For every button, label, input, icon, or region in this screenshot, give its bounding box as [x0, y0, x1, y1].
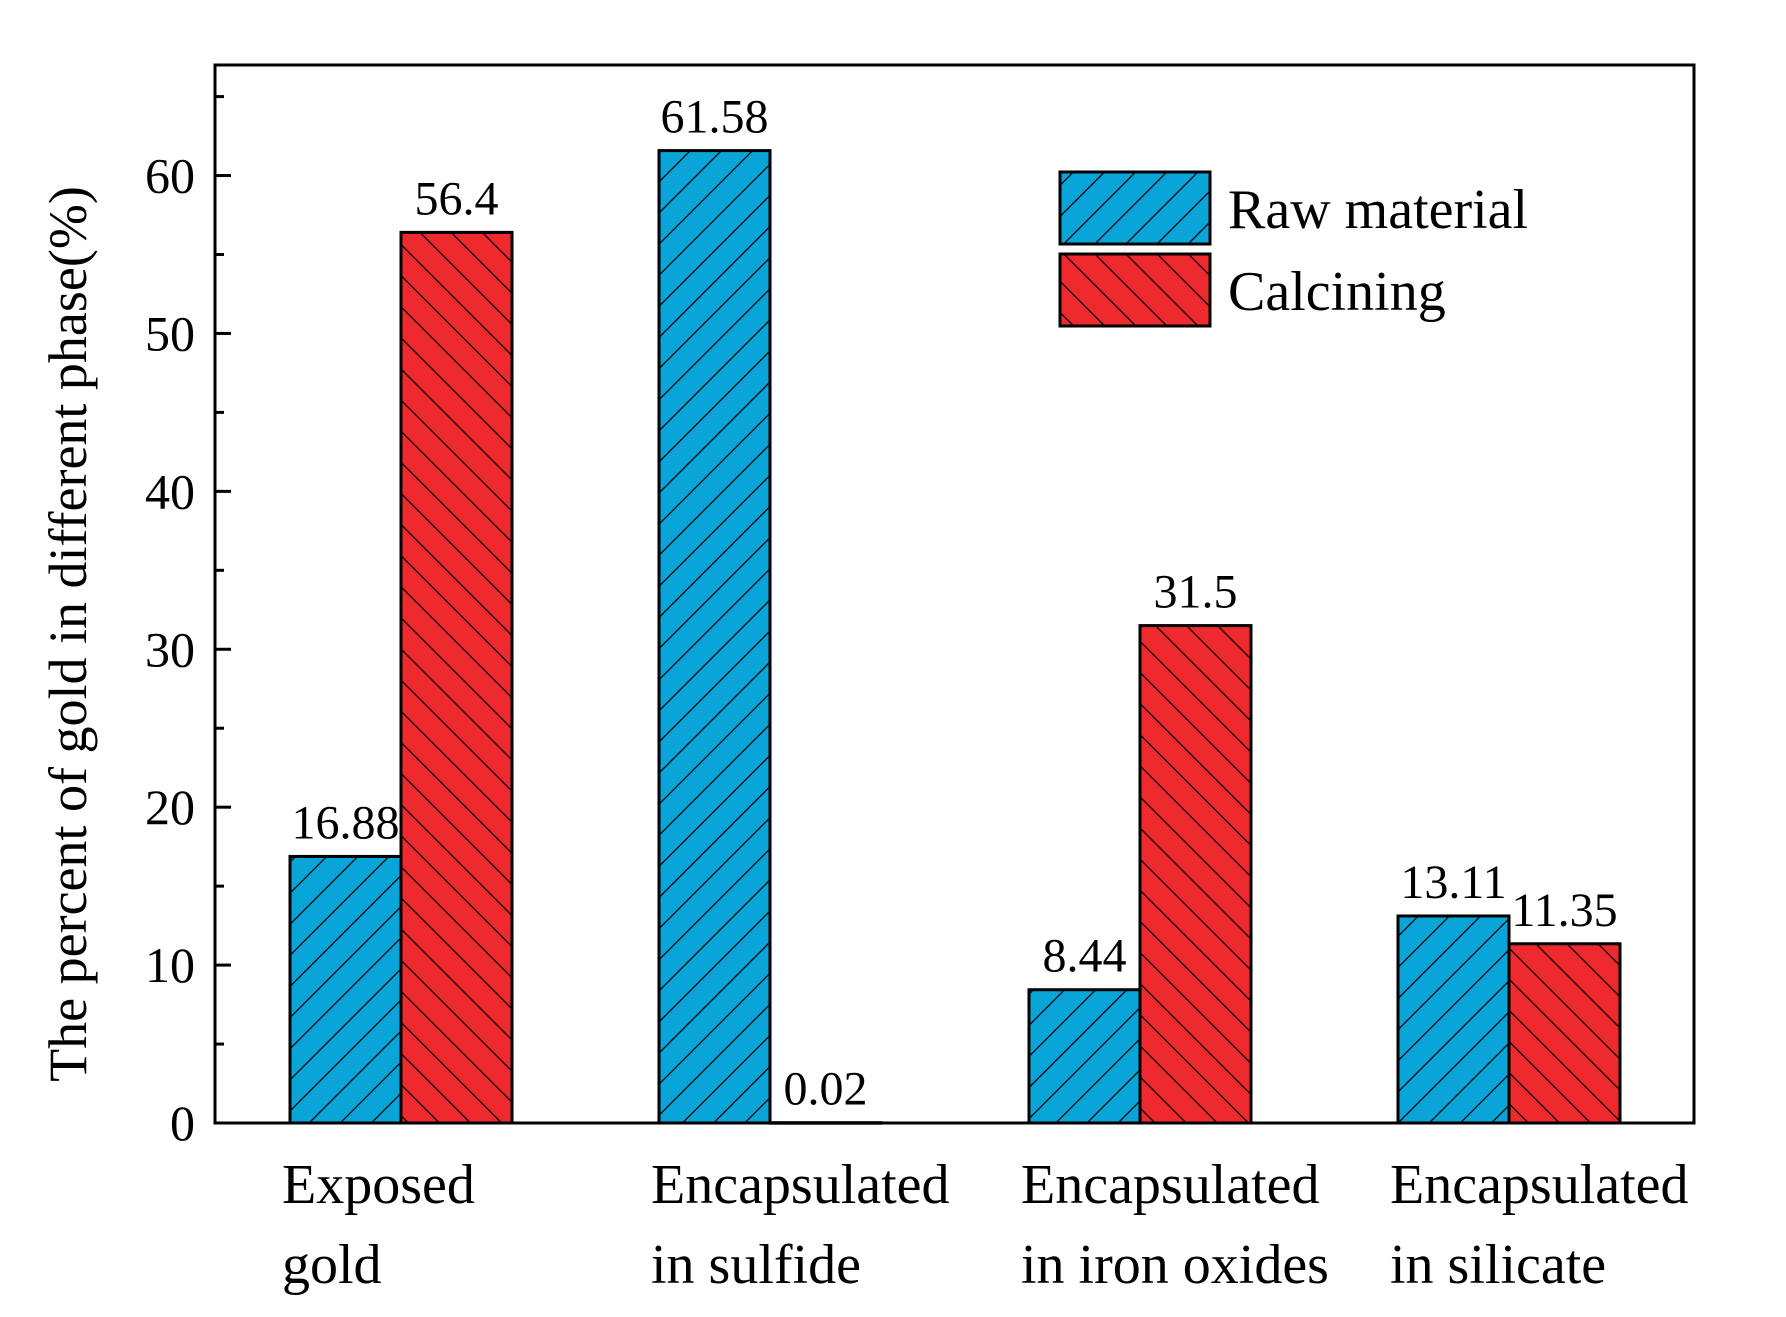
x-category-label: in silicate	[1390, 1234, 1606, 1296]
data-label: 11.35	[1511, 884, 1617, 937]
data-label: 13.11	[1400, 856, 1506, 909]
x-category-label: Exposed	[282, 1154, 475, 1216]
legend-label: Calcining	[1228, 261, 1446, 323]
data-label: 31.5	[1154, 566, 1238, 619]
bar-calcining	[399, 230, 514, 1125]
bar-calcining	[1507, 942, 1622, 1125]
data-label: 56.4	[415, 172, 499, 225]
bars-layer	[288, 149, 1622, 1125]
y-tick-label: 40	[145, 463, 195, 519]
x-axis: Exposed gold Encapsulated in sulfide Encapsu…	[282, 1154, 1689, 1296]
bar-calcining	[1138, 624, 1253, 1125]
y-tick-label: 0	[170, 1095, 195, 1151]
bar-raw-material	[657, 149, 772, 1125]
bar-raw-material	[1027, 988, 1142, 1125]
y-tick-label: 10	[145, 937, 195, 993]
y-tick-label: 60	[145, 148, 195, 204]
data-label: 61.58	[661, 91, 769, 144]
data-label: 0.02	[784, 1063, 868, 1116]
x-category-label: Encapsulated	[1390, 1154, 1689, 1216]
data-label: 16.88	[292, 796, 400, 849]
y-tick-label: 20	[145, 779, 195, 835]
legend-swatch	[1058, 170, 1212, 246]
x-category-label: gold	[282, 1234, 382, 1296]
legend-label: Raw material	[1228, 179, 1528, 241]
x-category-label: in sulfide	[651, 1234, 861, 1296]
x-category-label: Encapsulated	[1021, 1154, 1320, 1216]
y-tick-label: 30	[145, 621, 195, 677]
x-category-label: in iron oxides	[1021, 1234, 1329, 1296]
y-axis: 0 10 20 30 40 50 60	[145, 95, 231, 1151]
data-labels-layer: 16.88 61.58 8.44 13.11 56.4 0.02 31.5 11.35	[292, 91, 1618, 1116]
y-axis-title: The percent of gold in different phase(%…	[38, 186, 98, 1082]
legend: Raw material Calcining	[1058, 170, 1528, 328]
bar-raw-material	[1396, 914, 1511, 1125]
data-label: 8.44	[1043, 930, 1127, 983]
plot-frame	[213, 63, 1696, 1125]
bar-raw-material	[288, 854, 403, 1125]
legend-swatch	[1058, 252, 1212, 328]
y-tick-label: 50	[145, 305, 195, 361]
x-category-label: Encapsulated	[651, 1154, 950, 1216]
